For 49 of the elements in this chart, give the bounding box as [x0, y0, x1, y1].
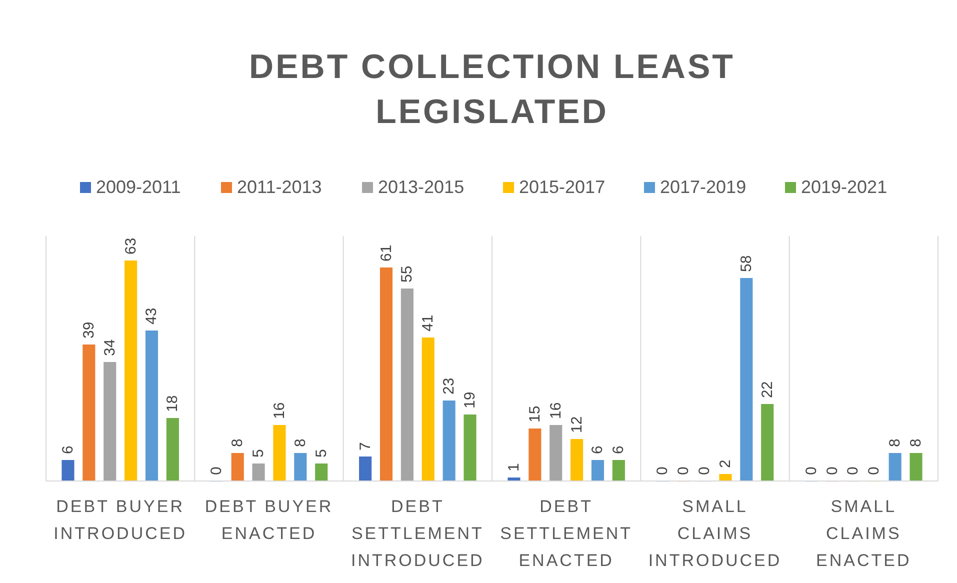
legend-label: 2019-2021 — [801, 177, 888, 197]
data-label: 58 — [738, 255, 755, 272]
data-label: 7 — [356, 442, 374, 450]
data-label: 2 — [716, 460, 734, 468]
data-label: 0 — [654, 466, 672, 475]
data-label: 8 — [908, 438, 925, 447]
legend-label: 2015-2017 — [519, 177, 606, 197]
x-tick-label: DEBT SETTLEMENT INTRODUCED — [350, 497, 484, 570]
data-label: 5 — [312, 449, 330, 458]
x-tick-label: SMALL CLAIMS ENACTED — [816, 497, 912, 570]
data-label: 18 — [164, 395, 182, 412]
data-label: 6 — [589, 446, 606, 454]
data-label: 8 — [292, 438, 309, 447]
x-tick-label: SMALL CLAIMS INTRODUCED — [648, 497, 782, 570]
data-label: 0 — [866, 466, 883, 475]
data-label: 1 — [505, 463, 522, 472]
data-label: 16 — [547, 402, 564, 419]
legend-label: 2017-2019 — [660, 177, 746, 197]
data-label: 41 — [420, 314, 437, 332]
data-label: 8 — [229, 438, 246, 447]
legend-label: 2011-2013 — [237, 177, 322, 197]
data-label: 22 — [758, 381, 776, 398]
data-label: 5 — [250, 449, 268, 458]
data-label: 43 — [143, 308, 160, 324]
data-label: 55 — [398, 266, 416, 282]
data-label: 39 — [80, 322, 98, 338]
data-label: 12 — [568, 416, 586, 433]
data-label: 63 — [122, 238, 140, 254]
x-tick-label: DEBT SETTLEMENT ENACTED — [500, 497, 633, 570]
chart-title: DEBT COLLECTION LEAST LEGISLATED — [249, 48, 735, 131]
data-label: 0 — [844, 466, 862, 475]
data-label: 6 — [59, 446, 76, 454]
data-label: 16 — [270, 402, 288, 419]
data-label: 61 — [378, 244, 395, 262]
legend-label: 2013-2015 — [378, 177, 464, 197]
x-tick-label: DEBT BUYER ENACTED — [204, 497, 334, 543]
data-label: 0 — [696, 466, 714, 475]
data-label: 0 — [675, 466, 692, 475]
data-label: 34 — [101, 339, 118, 356]
data-label: 15 — [526, 406, 544, 422]
data-label: 0 — [802, 466, 820, 475]
legend-label: 2009-2011 — [96, 177, 181, 197]
data-label: 8 — [886, 438, 904, 447]
data-label: 0 — [824, 466, 841, 475]
data-label: 19 — [462, 392, 479, 408]
data-label: 0 — [208, 466, 226, 475]
data-label: 23 — [440, 378, 458, 394]
x-tick-label: DEBT BUYER INTRODUCED — [54, 497, 188, 543]
data-label: 6 — [610, 446, 628, 454]
